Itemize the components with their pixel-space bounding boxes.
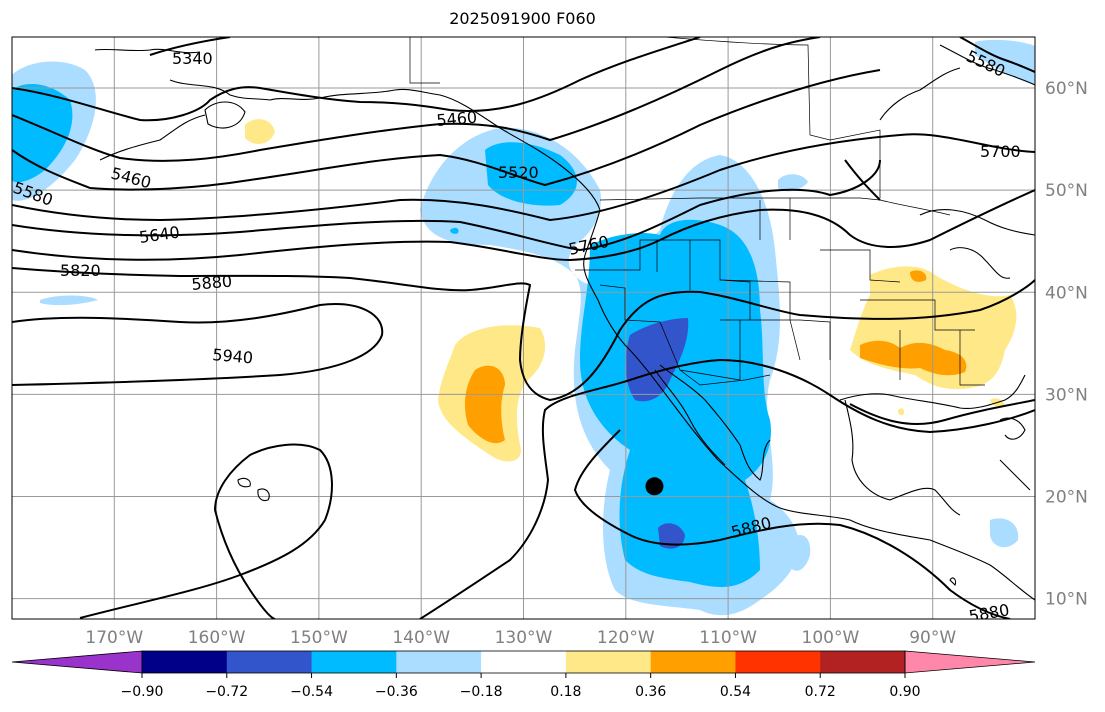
longitude-label: 130°W [495,628,553,648]
contour-label: 5460 [436,108,478,130]
graticule [12,37,1035,619]
colorbar-tick-label: −0.18 [460,684,503,700]
colorbar-tick-label: 0.18 [550,684,581,700]
map-frame [11,36,1036,620]
colorbar-swatch [481,651,567,673]
colorbar-tick-label: −0.72 [205,684,248,700]
map-field: 5340 5460 5520 5460 5580 5640 5580 5700 … [12,37,1035,626]
colorbar-tick-label: −0.54 [290,684,333,700]
longitude-labels: 170°W 160°W 150°W 140°W 130°W 120°W 110°W 100°W… [85,628,956,648]
longitude-label: 150°W [290,628,348,648]
colorbar-tick-labels: −0.90 −0.72 −0.54 −0.36 −0.18 0.18 0.36 0.54 0.7… [121,673,921,700]
latitude-label: 10°N [1045,590,1088,610]
height-contours [12,37,1035,619]
contour-label: 5940 [212,345,254,367]
contour-label: 5880 [191,272,233,294]
contour-label: 5820 [60,261,101,280]
shading-orange [464,270,967,444]
contour-label: 5520 [498,163,539,182]
colorbar [11,650,1036,674]
latitude-label: 30°N [1045,385,1088,405]
colorbar-tick-label: 0.90 [889,684,920,700]
colorbar-swatch [735,651,821,673]
latitude-label: 60°N [1045,79,1088,99]
latitude-label: 50°N [1045,181,1088,201]
longitude-label: 170°W [85,628,143,648]
colorbar-swatch [396,651,482,673]
latitude-label: 20°N [1045,487,1088,507]
longitude-label: 120°W [597,628,655,648]
contour-label: 5340 [172,49,213,68]
colorbar-extend-low [11,650,143,674]
map-title: 2025091900 F060 [449,9,596,28]
colorbar-swatch [142,651,228,673]
colorbar-swatch [311,651,397,673]
colorbar-extend-high [904,650,1036,674]
contour-label: 5880 [967,600,1010,626]
colorbar-swatch [650,651,736,673]
shading-dark-blue [625,318,689,549]
location-marker [645,477,664,496]
colorbar-tick-label: 0.36 [635,684,666,700]
contour-label: 5700 [980,142,1021,161]
colorbar-tick-label: 0.54 [720,684,751,700]
longitude-label: 160°W [188,628,246,648]
colorbar-tick-label: −0.36 [375,684,418,700]
political-borders [409,37,985,386]
colorbar-tick-label: −0.90 [121,684,164,700]
longitude-label: 110°W [699,628,757,648]
longitude-label: 140°W [392,628,450,648]
colorbar-swatch [565,651,652,673]
coastlines [94,44,1035,601]
colorbar-swatch [226,651,313,673]
latitude-label: 40°N [1045,283,1088,303]
colorbar-swatch [820,651,906,673]
colorbar-tick-label: 0.72 [805,684,836,700]
longitude-label: 100°W [802,628,860,648]
contour-label-group: 5340 5460 5520 5460 5580 5640 5580 5700 … [12,46,1021,626]
colorbar-outline [141,650,906,674]
latitude-labels: 60°N 50°N 40°N 30°N 20°N 10°N [1045,79,1088,610]
longitude-label: 90°W [909,628,956,648]
